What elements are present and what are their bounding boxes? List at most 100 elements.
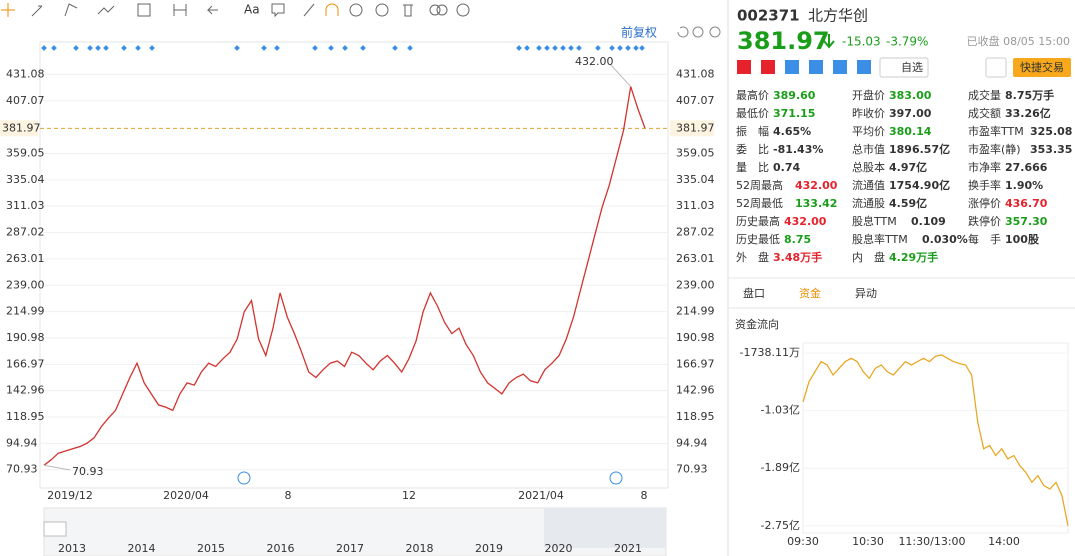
- channel-tool[interactable]: [64, 3, 78, 17]
- font-button[interactable]: Aa: [244, 3, 260, 17]
- reset-button[interactable]: [677, 26, 689, 38]
- lock-tool[interactable]: [349, 3, 363, 17]
- x-tick-label: 8: [285, 489, 292, 502]
- event-dot[interactable]: [633, 45, 639, 51]
- price: 381.97: [737, 27, 830, 55]
- hide-tool[interactable]: [375, 3, 389, 17]
- delete-tool[interactable]: [403, 4, 413, 17]
- stat-value: 389.60: [773, 89, 816, 102]
- alert-button[interactable]: [985, 57, 1007, 78]
- event-dot[interactable]: [552, 45, 558, 51]
- compare-tool[interactable]: [429, 4, 441, 16]
- tab[interactable]: 资金: [799, 286, 821, 300]
- flow-tick-label: -1738.11万: [740, 346, 800, 359]
- event-marker[interactable]: [237, 471, 251, 485]
- nav-year: 2021: [614, 542, 642, 555]
- event-dot[interactable]: [544, 45, 550, 51]
- stat-label: 总市值: [852, 142, 885, 156]
- watch-label[interactable]: 自选: [901, 61, 923, 74]
- event-marker[interactable]: [609, 471, 623, 485]
- y-tick-label-right: 118.95: [676, 410, 715, 423]
- zoom-out[interactable]: [692, 26, 704, 38]
- event-dot[interactable]: [536, 45, 542, 51]
- magnet-tool[interactable]: [325, 3, 339, 16]
- adjust-button[interactable]: 前复权: [621, 25, 657, 40]
- stat-label: 52周最高: [736, 178, 783, 192]
- y-tick-label-right: 311.03: [676, 199, 715, 212]
- pen-tool[interactable]: [303, 3, 315, 17]
- event-dot[interactable]: [516, 45, 522, 51]
- stat-label: 换手率: [968, 178, 1001, 192]
- stock-code: 002371: [737, 7, 800, 25]
- stat-value: 33.26亿: [1005, 106, 1051, 120]
- event-dot[interactable]: [595, 45, 601, 51]
- stat-label: 市盈率(静): [968, 142, 1021, 156]
- stat-label: 委 比: [736, 143, 769, 156]
- stat-label: 成交额: [968, 106, 1001, 120]
- y-tick-label: 239.00: [6, 278, 45, 291]
- event-dot[interactable]: [576, 45, 582, 51]
- nav-year: 2018: [406, 542, 434, 555]
- y-tick-label-right: 142.96: [676, 384, 715, 397]
- stat-value: 0.109: [911, 215, 946, 228]
- x-tick-label: 12: [402, 489, 416, 502]
- stat-label: 平均价: [852, 125, 885, 138]
- stat-value: 371.15: [773, 107, 815, 120]
- low-pointer: [43, 464, 71, 471]
- last-price-label: 381.97: [676, 121, 715, 134]
- watch-button[interactable]: [879, 57, 929, 78]
- stat-value: 1.90%: [1005, 179, 1043, 192]
- stat-value: 1754.90亿: [889, 178, 950, 192]
- undo-tool[interactable]: [206, 5, 218, 15]
- badges: [737, 60, 871, 74]
- flow-x-label: 10:30: [852, 535, 884, 548]
- y-tick-label: 190.98: [6, 331, 45, 344]
- y-tick-label-right: 287.02: [676, 226, 715, 239]
- tab[interactable]: 盘口: [743, 286, 765, 300]
- crosshair-tool[interactable]: [1, 3, 15, 17]
- market-status: 已收盘 08/05 15:00: [967, 34, 1070, 48]
- event-dot[interactable]: [560, 45, 566, 51]
- line-tool[interactable]: [31, 5, 43, 17]
- flow-x-label: 14:00: [988, 535, 1020, 548]
- stat-label: 振 幅: [736, 124, 769, 138]
- note-tool[interactable]: [271, 3, 285, 18]
- stat-value: 0.74: [773, 161, 800, 174]
- trade-button[interactable]: [1013, 58, 1071, 77]
- x-tick-label: 2021/04: [518, 489, 564, 502]
- y-tick-label-right: 94.94: [676, 436, 708, 449]
- y-tick-label: 287.02: [6, 226, 45, 239]
- stat-value: -81.43%: [773, 143, 823, 156]
- change: -15.03: [842, 35, 881, 49]
- event-dot[interactable]: [524, 45, 530, 51]
- fib-tool[interactable]: [137, 3, 151, 17]
- navigator-handle[interactable]: [43, 521, 67, 537]
- y-tick-label-right: 214.99: [676, 305, 715, 318]
- event-dot[interactable]: [568, 45, 574, 51]
- y-tick-label-right: 431.08: [676, 67, 715, 80]
- stat-value: 8.75: [784, 233, 811, 246]
- trade-label[interactable]: 快捷交易: [1020, 60, 1064, 74]
- event-dot[interactable]: [639, 45, 645, 51]
- tab[interactable]: 异动: [855, 287, 877, 300]
- flow-line: [802, 354, 1069, 527]
- event-dot[interactable]: [625, 45, 631, 51]
- event-dot[interactable]: [617, 45, 623, 51]
- range-tool[interactable]: [173, 4, 187, 16]
- compare-tool-2[interactable]: [436, 4, 448, 16]
- wave-tool[interactable]: [97, 5, 115, 15]
- event-dot[interactable]: [609, 45, 615, 51]
- chart-controls: [677, 26, 721, 38]
- y-tick-label: 359.05: [6, 146, 45, 159]
- y-tick-label-right: 239.00: [676, 278, 715, 291]
- settings-tool[interactable]: [456, 3, 470, 17]
- x-tick-label: 2019/12: [47, 489, 93, 502]
- stat-label: 每 手: [968, 232, 1001, 246]
- y-tick-label-right: 166.97: [676, 357, 715, 370]
- last-price-tag: [0, 120, 38, 137]
- fund-flow-title: 资金流向: [735, 317, 779, 331]
- zoom-in[interactable]: [709, 26, 721, 38]
- y-tick-label: 94.94: [6, 436, 38, 449]
- y-tick-label: 166.97: [6, 357, 45, 370]
- x-tick-label: 2020/04: [163, 489, 209, 502]
